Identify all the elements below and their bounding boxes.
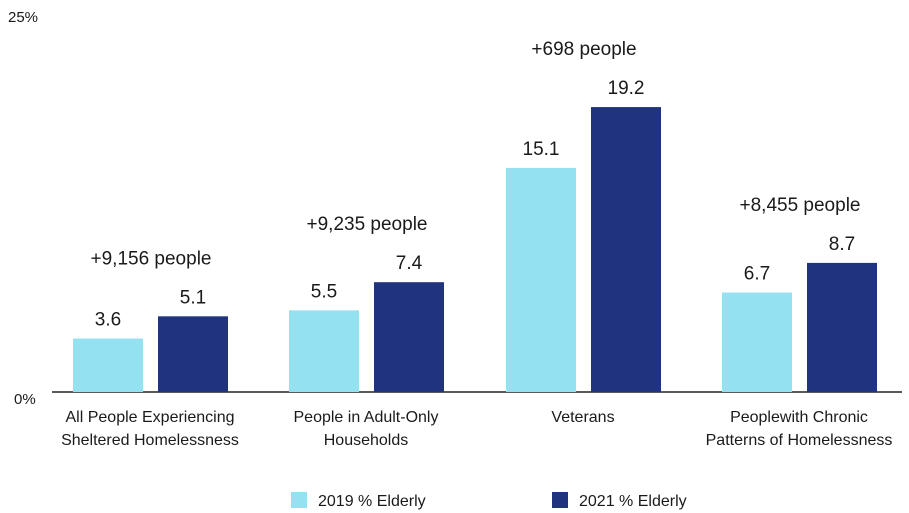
data-label-2019-cat-3: 6.7 — [744, 264, 770, 285]
legend-label-2019: 2019 % Elderly — [318, 493, 426, 510]
data-label-2021-cat-0: 5.1 — [180, 287, 206, 308]
y-tick-label-min: 0% — [14, 391, 36, 408]
bar-2021-cat-1 — [374, 282, 444, 392]
legend-label-2021: 2021 % Elderly — [579, 493, 687, 510]
delta-annotation-cat-3: +8,455 people — [740, 195, 861, 216]
category-label-line: Patterns of Homelessness — [706, 432, 893, 449]
category-label-line: Households — [324, 432, 409, 449]
bars-group — [73, 107, 877, 393]
category-label-2: Veterans — [551, 409, 614, 426]
bar-2019-cat-3 — [722, 292, 792, 392]
delta-annotation-cat-0: +9,156 people — [91, 248, 212, 269]
category-label-1: People in Adult-Only Households — [294, 409, 439, 449]
category-label-line: All People Experiencing — [66, 409, 235, 426]
bar-2021-cat-2 — [591, 107, 661, 393]
delta-annotation-cat-1: +9,235 people — [307, 214, 428, 235]
bar-2021-cat-3 — [807, 262, 877, 392]
category-label-line: Peoplewith Chronic — [730, 409, 868, 426]
data-label-2021-cat-3: 8.7 — [829, 234, 855, 255]
labels-group: 3.6 5.1 +9,156 people All People Experienci… — [61, 39, 892, 449]
data-label-2019-cat-0: 3.6 — [95, 310, 121, 331]
legend-swatch-2021 — [552, 492, 568, 508]
bar-2021-cat-0 — [158, 316, 228, 392]
category-label-3: Peoplewith Chronic Patterns of Homelessne… — [706, 409, 893, 449]
legend-swatch-2019 — [291, 492, 307, 508]
category-label-0: All People Experiencing Sheltered Homeles… — [61, 409, 239, 449]
y-tick-label-max: 25% — [8, 9, 38, 26]
bar-2019-cat-0 — [73, 338, 143, 392]
category-label-line: People in Adult-Only — [294, 409, 439, 426]
category-label-line: Veterans — [551, 409, 614, 426]
data-label-2019-cat-1: 5.5 — [311, 281, 337, 302]
data-label-2019-cat-2: 15.1 — [523, 139, 560, 160]
data-label-2021-cat-1: 7.4 — [396, 253, 423, 274]
delta-annotation-cat-2: +698 people — [531, 39, 636, 60]
category-label-line: Sheltered Homelessness — [61, 432, 239, 449]
bar-2019-cat-2 — [506, 167, 576, 392]
bar-2019-cat-1 — [289, 310, 359, 392]
legend: 2019 % Elderly 2021 % Elderly — [291, 492, 687, 510]
data-label-2021-cat-2: 19.2 — [608, 78, 645, 99]
